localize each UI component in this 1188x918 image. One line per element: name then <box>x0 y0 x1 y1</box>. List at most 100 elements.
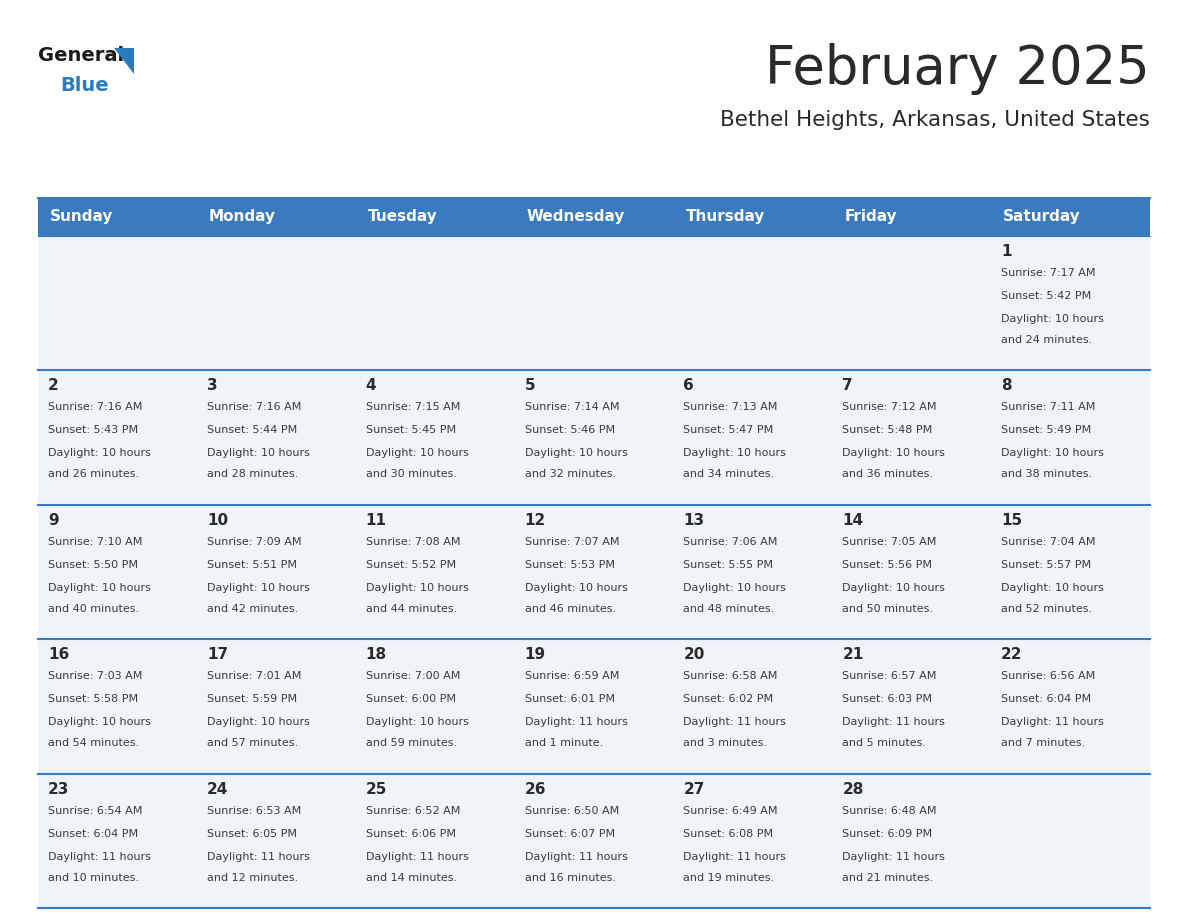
Text: Sunset: 5:55 PM: Sunset: 5:55 PM <box>683 560 773 570</box>
Text: Daylight: 10 hours: Daylight: 10 hours <box>842 583 946 593</box>
Text: 8: 8 <box>1001 378 1012 394</box>
Text: Sunrise: 7:15 AM: Sunrise: 7:15 AM <box>366 402 460 412</box>
Text: 27: 27 <box>683 781 704 797</box>
Text: Sunset: 5:43 PM: Sunset: 5:43 PM <box>48 425 138 435</box>
Text: General: General <box>38 46 124 65</box>
Text: February 2025: February 2025 <box>765 43 1150 95</box>
Text: 3: 3 <box>207 378 217 394</box>
Text: Bethel Heights, Arkansas, United States: Bethel Heights, Arkansas, United States <box>720 110 1150 130</box>
Text: Daylight: 10 hours: Daylight: 10 hours <box>683 448 786 458</box>
Text: 17: 17 <box>207 647 228 662</box>
Text: Sunset: 6:09 PM: Sunset: 6:09 PM <box>842 829 933 839</box>
Text: Sunset: 5:58 PM: Sunset: 5:58 PM <box>48 694 138 704</box>
Text: and 44 minutes.: and 44 minutes. <box>366 604 457 614</box>
Text: Sunset: 6:04 PM: Sunset: 6:04 PM <box>48 829 138 839</box>
Text: Sunrise: 7:00 AM: Sunrise: 7:00 AM <box>366 671 460 681</box>
Text: Sunset: 5:48 PM: Sunset: 5:48 PM <box>842 425 933 435</box>
Text: Daylight: 11 hours: Daylight: 11 hours <box>842 852 946 862</box>
Text: 19: 19 <box>525 647 545 662</box>
Text: 2: 2 <box>48 378 58 394</box>
Polygon shape <box>114 48 134 74</box>
Text: Sunrise: 7:13 AM: Sunrise: 7:13 AM <box>683 402 778 412</box>
Text: Sunrise: 6:49 AM: Sunrise: 6:49 AM <box>683 806 778 815</box>
Text: Thursday: Thursday <box>685 209 765 225</box>
Text: Sunrise: 6:59 AM: Sunrise: 6:59 AM <box>525 671 619 681</box>
Text: Sunset: 6:08 PM: Sunset: 6:08 PM <box>683 829 773 839</box>
Text: Daylight: 11 hours: Daylight: 11 hours <box>683 717 786 727</box>
Text: 15: 15 <box>1001 513 1022 528</box>
Text: Sunrise: 7:09 AM: Sunrise: 7:09 AM <box>207 537 302 547</box>
Text: 20: 20 <box>683 647 704 662</box>
Text: Daylight: 10 hours: Daylight: 10 hours <box>48 583 151 593</box>
Text: Daylight: 10 hours: Daylight: 10 hours <box>207 717 310 727</box>
Text: and 48 minutes.: and 48 minutes. <box>683 604 775 614</box>
Text: Sunset: 5:52 PM: Sunset: 5:52 PM <box>366 560 456 570</box>
Text: 24: 24 <box>207 781 228 797</box>
Text: Daylight: 10 hours: Daylight: 10 hours <box>525 583 627 593</box>
Text: Sunrise: 6:58 AM: Sunrise: 6:58 AM <box>683 671 778 681</box>
Text: Sunset: 5:47 PM: Sunset: 5:47 PM <box>683 425 773 435</box>
Text: and 59 minutes.: and 59 minutes. <box>366 738 457 748</box>
Text: 7: 7 <box>842 378 853 394</box>
Text: Sunrise: 6:53 AM: Sunrise: 6:53 AM <box>207 806 301 815</box>
Text: Daylight: 10 hours: Daylight: 10 hours <box>1001 583 1104 593</box>
Text: and 7 minutes.: and 7 minutes. <box>1001 738 1086 748</box>
Text: and 30 minutes.: and 30 minutes. <box>366 469 456 479</box>
Text: Monday: Monday <box>209 209 276 225</box>
Text: Daylight: 11 hours: Daylight: 11 hours <box>207 852 310 862</box>
Text: Sunrise: 7:16 AM: Sunrise: 7:16 AM <box>207 402 302 412</box>
Text: Daylight: 10 hours: Daylight: 10 hours <box>1001 448 1104 458</box>
Text: and 10 minutes.: and 10 minutes. <box>48 873 139 882</box>
Text: 18: 18 <box>366 647 387 662</box>
Text: Sunrise: 7:01 AM: Sunrise: 7:01 AM <box>207 671 302 681</box>
Text: Sunrise: 7:03 AM: Sunrise: 7:03 AM <box>48 671 143 681</box>
Text: and 24 minutes.: and 24 minutes. <box>1001 335 1093 345</box>
Text: Daylight: 10 hours: Daylight: 10 hours <box>366 583 468 593</box>
Text: 13: 13 <box>683 513 704 528</box>
Text: 16: 16 <box>48 647 69 662</box>
Text: and 16 minutes.: and 16 minutes. <box>525 873 615 882</box>
Text: and 36 minutes.: and 36 minutes. <box>842 469 934 479</box>
Text: Sunrise: 6:54 AM: Sunrise: 6:54 AM <box>48 806 143 815</box>
Text: 22: 22 <box>1001 647 1023 662</box>
Text: 14: 14 <box>842 513 864 528</box>
Text: Sunset: 6:03 PM: Sunset: 6:03 PM <box>842 694 933 704</box>
Text: Daylight: 10 hours: Daylight: 10 hours <box>683 583 786 593</box>
Text: Daylight: 11 hours: Daylight: 11 hours <box>366 852 468 862</box>
Text: and 19 minutes.: and 19 minutes. <box>683 873 775 882</box>
Text: Blue: Blue <box>61 76 108 95</box>
Text: and 32 minutes.: and 32 minutes. <box>525 469 615 479</box>
Text: and 46 minutes.: and 46 minutes. <box>525 604 615 614</box>
Text: Sunrise: 7:14 AM: Sunrise: 7:14 AM <box>525 402 619 412</box>
Text: Sunset: 6:06 PM: Sunset: 6:06 PM <box>366 829 456 839</box>
Text: Sunrise: 7:04 AM: Sunrise: 7:04 AM <box>1001 537 1095 547</box>
Text: and 34 minutes.: and 34 minutes. <box>683 469 775 479</box>
Text: Sunrise: 7:08 AM: Sunrise: 7:08 AM <box>366 537 460 547</box>
Text: Sunset: 5:59 PM: Sunset: 5:59 PM <box>207 694 297 704</box>
Text: and 26 minutes.: and 26 minutes. <box>48 469 139 479</box>
Text: Tuesday: Tuesday <box>368 209 437 225</box>
Text: and 21 minutes.: and 21 minutes. <box>842 873 934 882</box>
Text: 9: 9 <box>48 513 58 528</box>
Bar <box>38 198 1150 236</box>
Text: Sunrise: 6:56 AM: Sunrise: 6:56 AM <box>1001 671 1095 681</box>
Text: and 57 minutes.: and 57 minutes. <box>207 738 298 748</box>
Text: and 38 minutes.: and 38 minutes. <box>1001 469 1092 479</box>
Text: Daylight: 10 hours: Daylight: 10 hours <box>525 448 627 458</box>
Text: 23: 23 <box>48 781 69 797</box>
Text: 1: 1 <box>1001 244 1012 259</box>
Text: Daylight: 11 hours: Daylight: 11 hours <box>48 852 151 862</box>
Text: Daylight: 10 hours: Daylight: 10 hours <box>48 717 151 727</box>
Text: Daylight: 10 hours: Daylight: 10 hours <box>366 717 468 727</box>
Text: and 50 minutes.: and 50 minutes. <box>842 604 934 614</box>
Text: and 12 minutes.: and 12 minutes. <box>207 873 298 882</box>
Text: Sunset: 6:01 PM: Sunset: 6:01 PM <box>525 694 614 704</box>
Text: and 3 minutes.: and 3 minutes. <box>683 738 767 748</box>
Text: 12: 12 <box>525 513 545 528</box>
Text: Sunrise: 6:48 AM: Sunrise: 6:48 AM <box>842 806 937 815</box>
Text: 25: 25 <box>366 781 387 797</box>
Text: Daylight: 10 hours: Daylight: 10 hours <box>1001 314 1104 324</box>
Text: and 28 minutes.: and 28 minutes. <box>207 469 298 479</box>
Text: Sunset: 5:49 PM: Sunset: 5:49 PM <box>1001 425 1092 435</box>
Text: Daylight: 11 hours: Daylight: 11 hours <box>525 717 627 727</box>
